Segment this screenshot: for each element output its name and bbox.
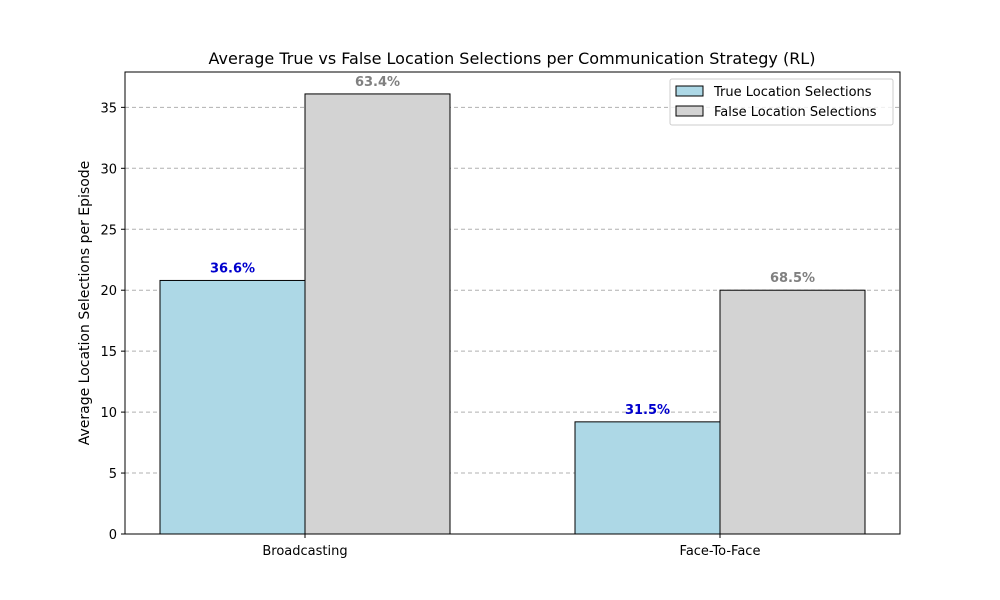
legend-box (669, 78, 894, 126)
x-tick-label: Face-To-Face (680, 544, 761, 559)
x-axis-ticks: Broadcasting Face-To-Face (262, 534, 760, 559)
data-label: 68.5% (770, 271, 815, 286)
chart-title: Average True vs False Location Selection… (209, 49, 816, 68)
plot-area-frame (124, 71, 901, 535)
y-tick-label: 25 (100, 223, 117, 238)
y-axis-ticks: 0 5 10 15 20 25 30 35 (100, 101, 125, 543)
y-tick-label: 30 (100, 162, 117, 177)
legend: True Location Selections False Location … (669, 78, 894, 126)
legend-swatch-false (675, 105, 704, 117)
y-tick-label: 35 (100, 101, 117, 116)
data-label: 31.5% (625, 403, 670, 418)
x-tick-label: Broadcasting (262, 544, 347, 559)
legend-swatch-true (675, 85, 704, 97)
legend-label-false: False Location Selections (714, 105, 877, 120)
bar-false-0 (304, 93, 451, 535)
y-tick-label: 10 (100, 406, 117, 421)
y-axis-title: Average Location Selections per Episode (77, 161, 93, 446)
data-labels: 36.6% 63.4% 31.5% 68.5% (210, 75, 815, 418)
bar-false-1 (719, 289, 866, 535)
y-tick-label: 5 (109, 467, 117, 482)
y-tick-label: 0 (109, 528, 117, 543)
y-tick-label: 15 (100, 345, 117, 360)
bar-true-1 (574, 421, 721, 535)
legend-label-true: True Location Selections (713, 85, 872, 100)
data-label: 36.6% (210, 261, 255, 276)
bar-true-0 (159, 279, 306, 535)
bars (159, 93, 866, 535)
y-tick-label: 20 (100, 284, 117, 299)
data-label: 63.4% (355, 75, 400, 90)
